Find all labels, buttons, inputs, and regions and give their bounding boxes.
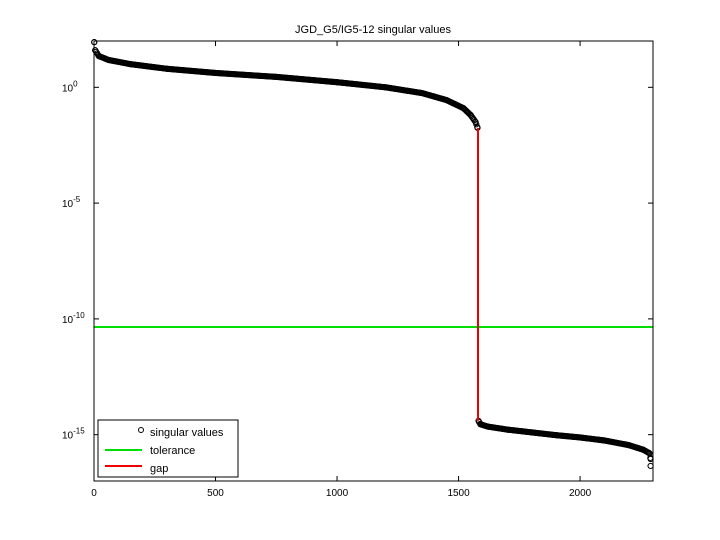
- legend-label-gap: gap: [150, 463, 168, 475]
- singular-value-point: [576, 434, 584, 441]
- singular-value-point: [460, 105, 467, 112]
- plot-frame: [93, 40, 654, 482]
- chart-title: JGD_G5/IG5-12 singular values: [295, 24, 451, 36]
- plot-data: [91, 39, 654, 470]
- singular-value-point: [105, 56, 112, 64]
- singular-value-point: [92, 47, 99, 54]
- singular-value-point: [127, 61, 134, 68]
- legend-box: [97, 419, 239, 478]
- x-axis: 0 500 1000 1500 2000: [91, 41, 592, 499]
- x-tick-label: 1000: [326, 488, 349, 499]
- x-tick-label: 1500: [447, 488, 470, 499]
- x-tick-label: 0: [91, 488, 97, 499]
- legend: singular values tolerance gap: [97, 419, 239, 478]
- singular-value-point: [467, 112, 474, 119]
- singular-value-point: [601, 437, 608, 444]
- singular-value-point: [484, 423, 491, 430]
- singular-value-point: [163, 65, 171, 72]
- x-tick-label: 500: [207, 488, 224, 499]
- legend-label-singular-values: singular values: [150, 427, 224, 439]
- singular-value-point: [472, 118, 479, 126]
- singular-value-point: [333, 79, 341, 86]
- singular-value-point: [504, 426, 511, 433]
- singular-value-point: [528, 429, 535, 436]
- legend-marker-singular-values: [138, 427, 144, 433]
- y-tick-label: 100: [62, 79, 78, 94]
- singular-value-point: [640, 446, 647, 453]
- singular-value-point: [477, 421, 484, 428]
- singular-value-point: [382, 84, 389, 91]
- singular-value-point: [443, 96, 450, 104]
- singular-value-point: [646, 450, 653, 457]
- singular-value-point: [625, 442, 632, 449]
- y-tick-label: 10-5: [62, 195, 81, 210]
- legend-label-tolerance: tolerance: [150, 445, 195, 457]
- singular-value-point: [273, 73, 280, 80]
- singular-values-series: [91, 39, 654, 470]
- y-tick-label: 10-10: [62, 311, 85, 326]
- x-tick-label: 2000: [569, 488, 592, 499]
- y-tick-label: 10-15: [62, 427, 85, 442]
- singular-value-point: [212, 69, 219, 77]
- singular-value-point: [419, 90, 426, 97]
- singular-value-point: [95, 52, 102, 60]
- singular-value-point: [552, 432, 559, 439]
